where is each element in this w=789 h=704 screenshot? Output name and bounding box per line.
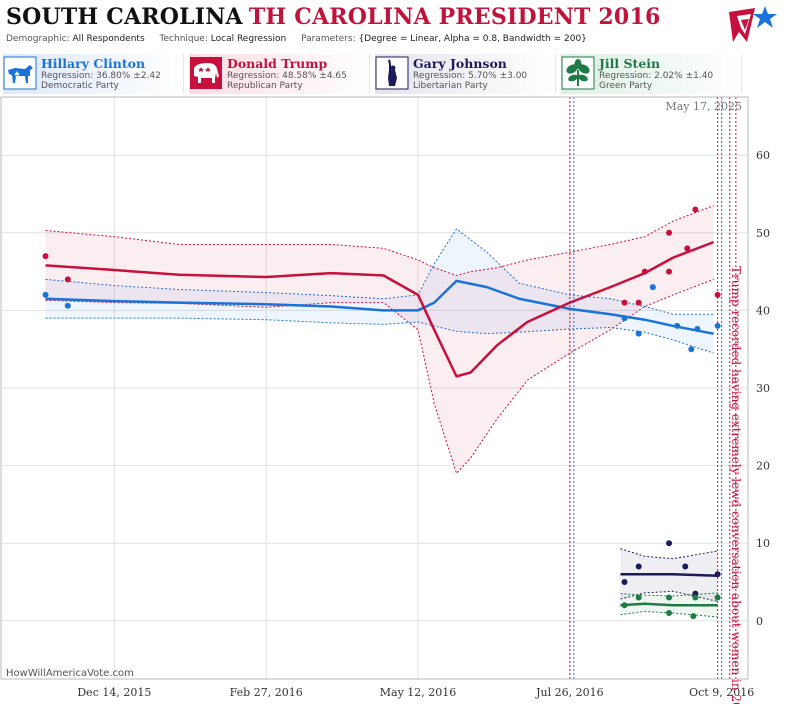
- candidate-regression: Regression: 48.58% ±4.65: [227, 71, 347, 81]
- x-tick-label: Oct 9, 2016: [689, 686, 754, 699]
- band-upper: [45, 205, 714, 277]
- demographic-value: All Respondents: [72, 34, 145, 44]
- event-annotation: Trump recorded having extremely lewd con…: [729, 266, 743, 704]
- poll-point: [635, 563, 642, 570]
- poll-point: [674, 322, 681, 329]
- y-tick-label: 0: [756, 615, 763, 628]
- y-tick-label: 10: [756, 537, 770, 550]
- header: SOUTH CAROLINA TH CAROLINA PRESIDENT 2016…: [0, 0, 789, 52]
- band-lower: [45, 317, 714, 354]
- poll-point: [635, 330, 642, 337]
- poll-point: [666, 268, 673, 275]
- poll-point: [692, 594, 699, 601]
- confidence-band: [45, 228, 714, 354]
- candidate-regression: Regression: 2.02% ±1.40: [599, 71, 714, 81]
- regression-line: [620, 572, 718, 578]
- confidence-band: [45, 205, 714, 474]
- candidate-name: Donald Trump: [227, 56, 328, 71]
- date-label: May 17, 2025: [665, 100, 742, 113]
- x-tick-label: Jul 26, 2016: [535, 686, 604, 699]
- x-tick-label: May 12, 2016: [380, 686, 457, 699]
- poll-point: [688, 346, 695, 353]
- demographic-label: Demographic:: [6, 34, 70, 44]
- candidate-party: Democratic Party: [41, 81, 119, 91]
- parameters-value: {Degree = Linear, Alpha = 0.8, Bandwidth…: [358, 34, 587, 44]
- x-tick-label: Feb 27, 2016: [230, 686, 303, 699]
- poll-point: [635, 594, 642, 601]
- candidate-regression: Regression: 36.80% ±2.42: [41, 71, 161, 81]
- y-tick-label: 60: [756, 149, 770, 162]
- poll-point: [690, 613, 697, 620]
- poll-point: [64, 302, 71, 309]
- y-tick-label: 40: [756, 304, 770, 317]
- technique-label: Technique:: [159, 34, 208, 44]
- regression-line: [45, 240, 715, 378]
- candidate-clinton[interactable]: Hillary Clinton Regression: 36.80% ±2.42…: [2, 54, 184, 94]
- regression-line: [45, 279, 714, 335]
- band-upper: [620, 592, 718, 597]
- poll-point: [666, 594, 673, 601]
- title-state: SOUTH CAROLINA: [6, 4, 243, 30]
- y-tick-label: 50: [756, 227, 770, 240]
- candidate-name: Gary Johnson: [413, 56, 507, 71]
- poll-point: [666, 540, 673, 547]
- candidate-trump[interactable]: Donald Trump Regression: 48.58% ±4.65 Re…: [188, 54, 370, 94]
- poll-point: [641, 268, 648, 275]
- y-tick-label: 30: [756, 382, 770, 395]
- axes: 0 10 20 30 40 50 60 Dec 14, 2015 Feb 27, 2016 May…: [77, 149, 770, 699]
- regression-line: [620, 602, 718, 607]
- poll-point: [714, 322, 721, 329]
- candidate-legend: Hillary Clinton Regression: 36.80% ±2.42…: [0, 54, 789, 94]
- page-title: SOUTH CAROLINA TH CAROLINA PRESIDENT 2016: [6, 4, 660, 30]
- elephant-icon: [190, 57, 222, 89]
- poll-point: [714, 291, 721, 298]
- poll-point: [621, 579, 628, 585]
- poll-point: [682, 563, 689, 570]
- band-lower: [620, 610, 718, 618]
- candidate-party: Republican Party: [227, 81, 303, 91]
- plot-frame: [0, 96, 749, 680]
- confidence-bands: [45, 205, 718, 618]
- technique-value: Local Regression: [210, 34, 287, 44]
- poll-point: [714, 594, 721, 601]
- poll-point: [714, 571, 721, 578]
- donkey-icon: [3, 56, 37, 90]
- poll-point: [635, 299, 642, 306]
- poll-point: [666, 610, 673, 617]
- poll-point: [649, 284, 656, 291]
- candidate-regression: Regression: 5.70% ±3.00: [413, 71, 528, 81]
- poll-chart: 0 10 20 30 40 50 60 Dec 14, 2015 Feb 27, 2016 May…: [0, 96, 770, 704]
- y-tick-label: 20: [756, 460, 770, 473]
- poll-point: [621, 299, 628, 306]
- title-race: TH CAROLINA PRESIDENT 2016: [248, 4, 661, 30]
- band-upper: [45, 228, 714, 315]
- candidate-party: Libertarian Party: [413, 81, 488, 91]
- event-lines: [569, 97, 737, 679]
- parameters-bar: Demographic: All Respondents Technique: …: [6, 34, 599, 44]
- candidate-johnson[interactable]: Gary Johnson Regression: 5.70% ±3.00 Lib…: [374, 54, 556, 94]
- green-leaf-icon: [561, 56, 595, 90]
- regression-lines: [45, 240, 718, 607]
- poll-point: [694, 326, 701, 333]
- poll-point: [64, 276, 71, 283]
- parameters-label: Parameters:: [301, 34, 356, 44]
- band-upper: [620, 548, 718, 560]
- candidate-name: Jill Stein: [599, 56, 661, 71]
- poll-point: [666, 229, 673, 236]
- poll-point: [692, 206, 699, 213]
- poll-point: [42, 291, 49, 298]
- poll-point: [621, 315, 628, 322]
- site-logo-icon[interactable]: [725, 2, 781, 50]
- poll-point: [684, 245, 691, 252]
- candidate-stein[interactable]: Jill Stein Regression: 2.02% ±1.40 Green…: [560, 54, 742, 94]
- poll-point: [42, 253, 49, 260]
- poll-point: [621, 602, 628, 609]
- liberty-torch-icon: [375, 56, 409, 90]
- watermark: HowWillAmericaVote.com: [6, 668, 134, 679]
- x-tick-label: Dec 14, 2015: [77, 686, 151, 699]
- candidate-name: Hillary Clinton: [41, 56, 146, 71]
- candidate-party: Green Party: [599, 81, 653, 91]
- poll-points: [42, 206, 721, 620]
